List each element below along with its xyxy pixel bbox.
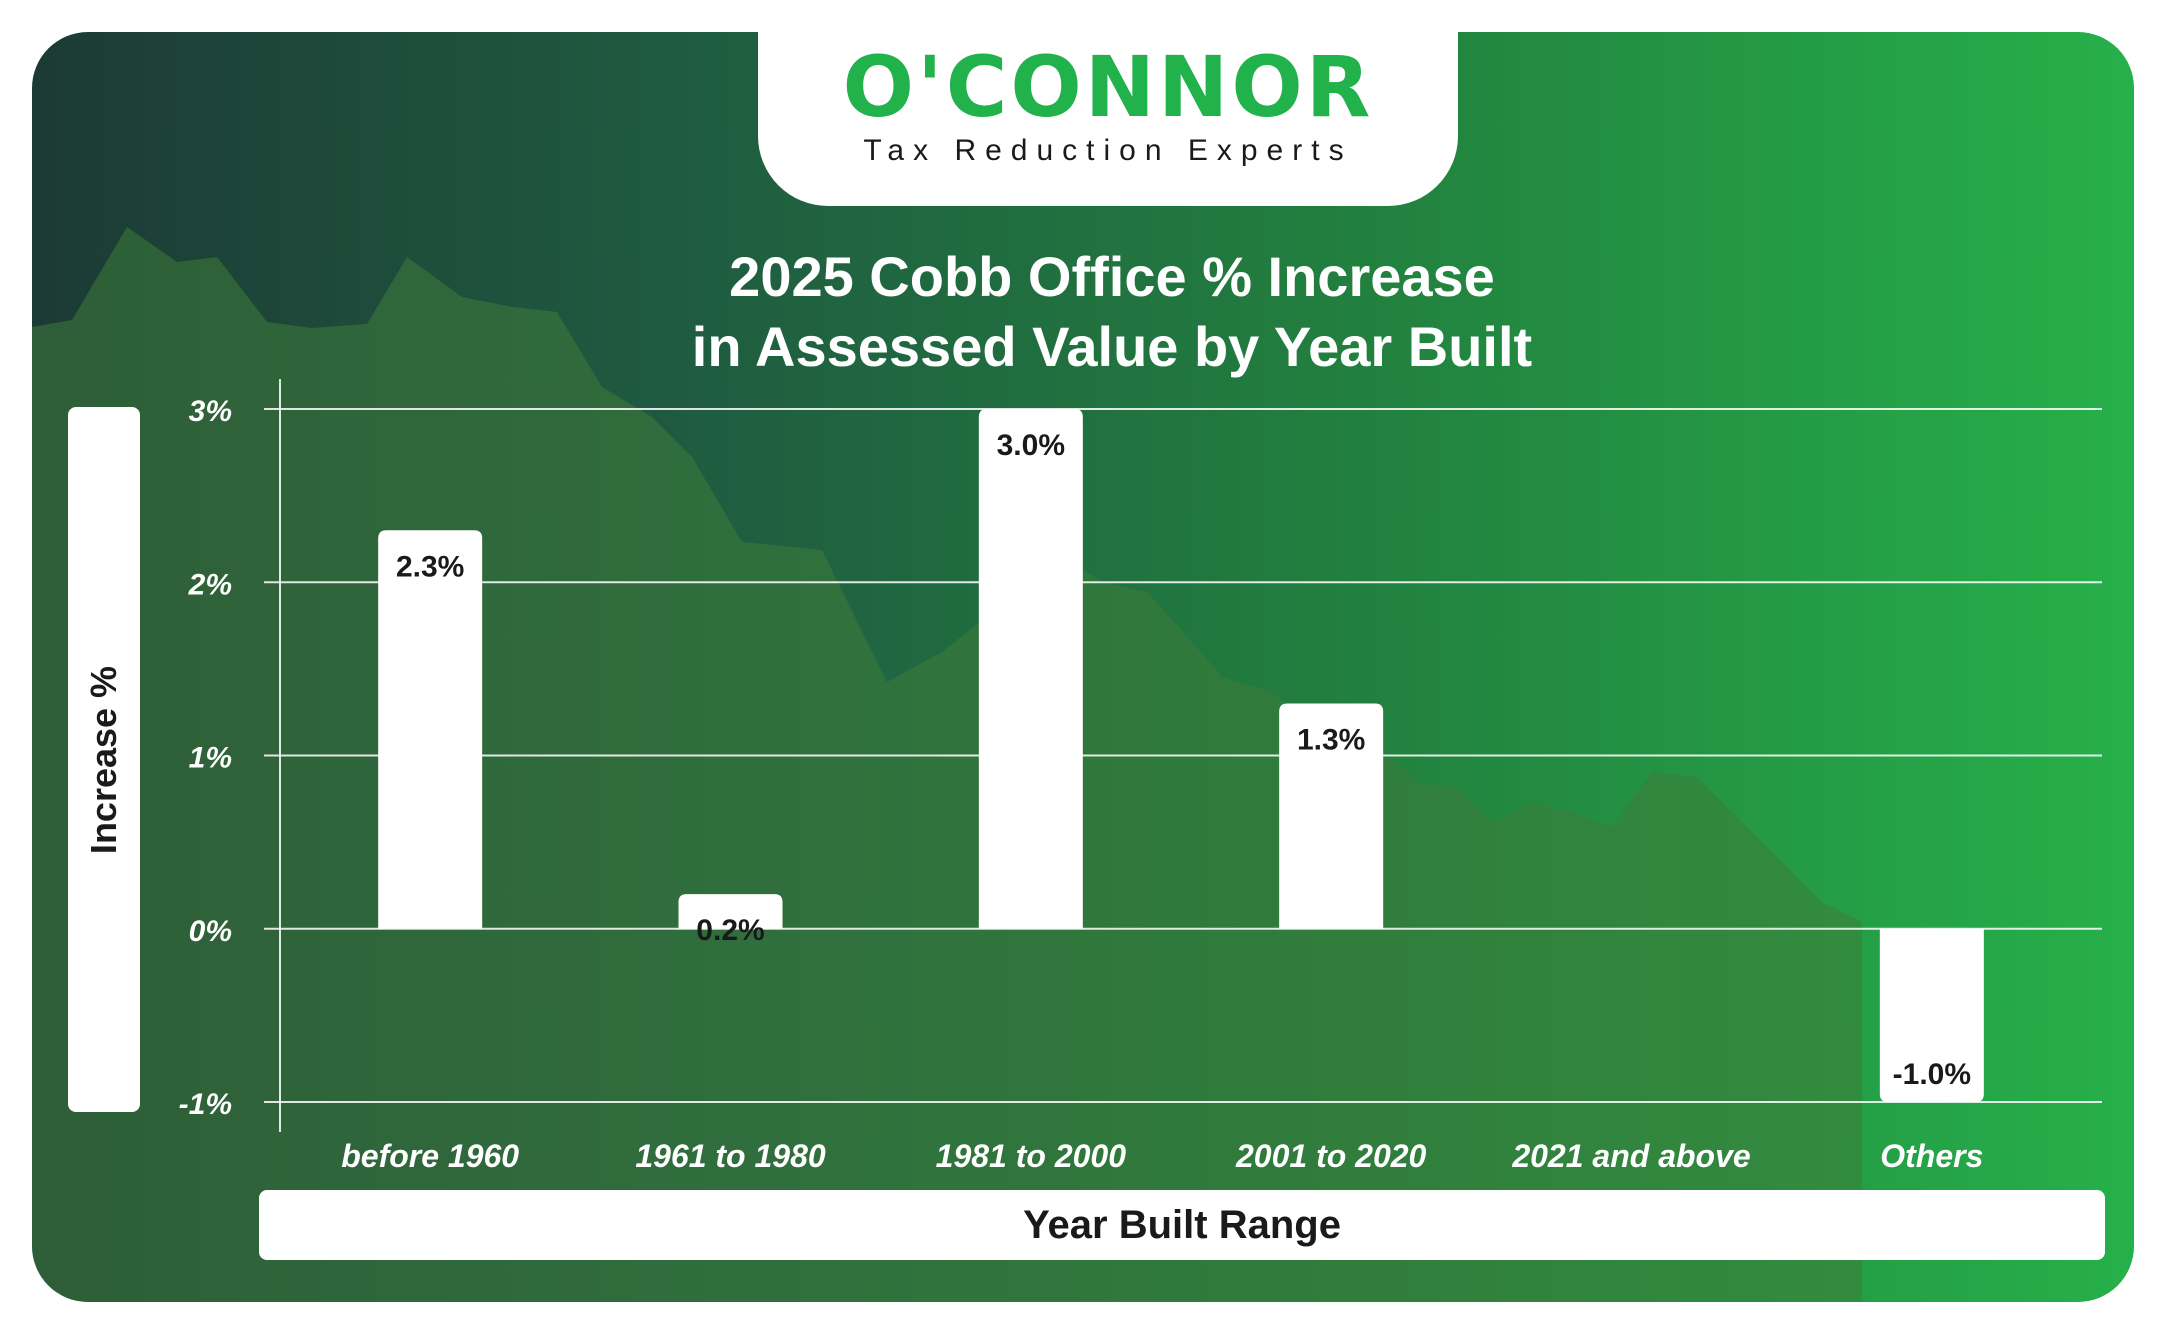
oconnor-logo: O'CONNOR [842, 38, 1374, 136]
data-label: 2.3% [396, 550, 464, 583]
data-label: 3.0% [997, 429, 1065, 462]
bar [1279, 703, 1384, 929]
y-tick-label: -1% [179, 1088, 232, 1121]
bar [978, 409, 1083, 929]
data-label: 1.3% [1297, 724, 1365, 757]
x-tick-label: 1961 to 1980 [635, 1138, 826, 1174]
y-tick-label: 1% [189, 742, 232, 775]
y-tick-label: 0% [189, 915, 232, 948]
y-tick-label: 2% [188, 568, 232, 601]
x-tick-label: 1981 to 2000 [936, 1138, 1127, 1174]
x-tick-label: before 1960 [341, 1138, 519, 1174]
bar [378, 530, 483, 929]
x-axis-label: Year Built Range [1023, 1203, 1341, 1247]
data-label: -1.0% [1893, 1058, 1971, 1091]
bar [1879, 928, 1984, 1102]
chart-plot: -1% 0% 1% 2% 3% before 1960 2.3% 1961 to 1980 0… [32, 227, 2102, 1302]
bar [678, 894, 783, 929]
y-tick-label: 3% [189, 395, 232, 428]
chart-card: -1% 0% 1% 2% 3% before 1960 2.3% 1961 to 1980 0… [32, 32, 2134, 1302]
x-tick-label: 2001 to 2020 [1235, 1138, 1427, 1174]
x-tick-label: Others [1880, 1138, 1983, 1174]
y-axis-label-box [68, 407, 140, 1112]
background-mountain-shape [32, 227, 1862, 1302]
chart-title-line-2: in Assessed Value by Year Built [691, 315, 1533, 378]
chart-title-line-1: 2025 Cobb Office % Increase [729, 245, 1495, 308]
logo-tagline: Tax Reduction Experts [863, 134, 1353, 167]
x-tick-label: 2021 and above [1511, 1138, 1750, 1174]
data-label: 0.2% [696, 914, 764, 947]
x-axis-label-box: Year Built Range [259, 1190, 2105, 1260]
y-axis-label: Increase % [83, 665, 124, 855]
logo-tab: O'CONNOR Tax Reduction Experts [758, 32, 1458, 206]
chart-title: 2025 Cobb Office % Increase in Assessed … [412, 242, 1812, 382]
